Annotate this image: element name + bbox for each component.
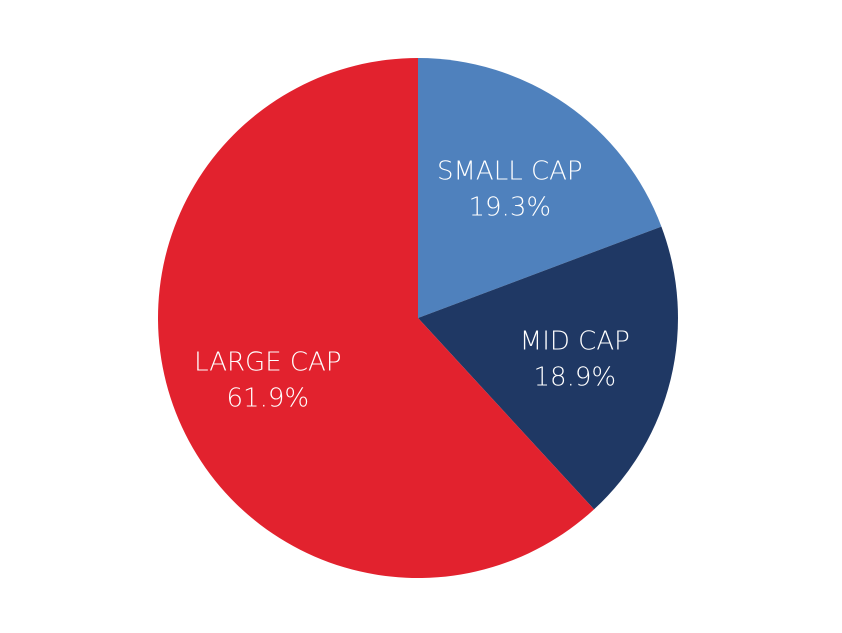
pie-slice-large-cap [158,58,595,578]
slice-value-small-cap: 19.3% [468,192,551,222]
slice-label-mid-cap: MID CAP [520,326,630,356]
pie-slice-mid-cap [418,226,679,510]
slice-value-large-cap: 61.9% [227,384,310,414]
slice-value-mid-cap: 18.9% [534,362,617,392]
pie-slice-small-cap [418,58,662,318]
slice-label-large-cap: LARGE CAP [194,348,341,378]
slice-label-small-cap: SMALL CAP [437,156,583,186]
